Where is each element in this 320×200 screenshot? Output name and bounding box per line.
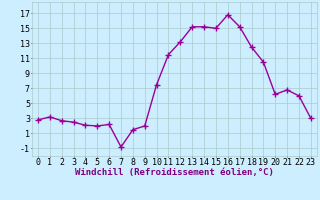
X-axis label: Windchill (Refroidissement éolien,°C): Windchill (Refroidissement éolien,°C) — [75, 168, 274, 177]
